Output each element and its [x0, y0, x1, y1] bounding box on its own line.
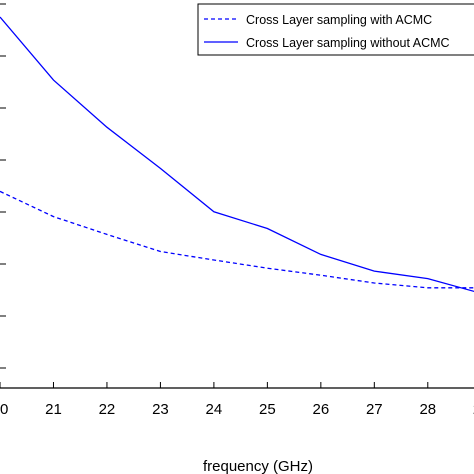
legend-label-1: Cross Layer sampling with ACMC — [246, 13, 432, 27]
legend: Cross Layer sampling with ACMC Cross Laye… — [197, 3, 474, 56]
x-axis-label: frequency (GHz) — [203, 458, 313, 474]
x-tick-label: 21 — [45, 401, 62, 418]
plot-axes — [0, 3, 474, 389]
legend-label-2: Cross Layer sampling without ACMC — [246, 36, 450, 50]
x-tick-label: 24 — [206, 401, 223, 418]
x-tick-label: 28 — [419, 401, 436, 418]
x-tick-label: 22 — [99, 401, 116, 418]
x-tick-label: 20 — [0, 401, 8, 418]
series-layer — [0, 16, 474, 293]
legend-box — [197, 3, 474, 56]
series-line-1 — [0, 190, 474, 289]
x-tick-label: 27 — [366, 401, 383, 418]
x-tick-label: 29 — [473, 401, 474, 418]
x-tick-label: 26 — [312, 401, 329, 418]
x-tick-label: 25 — [259, 401, 276, 418]
x-axis-ticks: 20 21 22 23 24 25 26 27 28 29 — [0, 382, 474, 418]
series-line-2 — [0, 16, 474, 293]
x-tick-label: 23 — [152, 401, 169, 418]
